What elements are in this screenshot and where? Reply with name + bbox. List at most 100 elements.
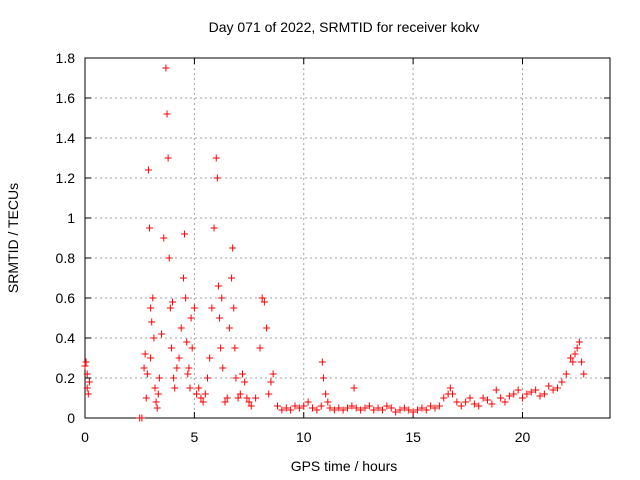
data-point [488, 400, 496, 408]
data-point [396, 406, 404, 414]
data-point [549, 386, 557, 394]
data-point [457, 402, 465, 410]
data-point [213, 174, 221, 182]
data-point [383, 402, 391, 410]
data-point [195, 384, 203, 392]
data-point [449, 390, 456, 398]
data-point [575, 338, 583, 346]
data-point [400, 404, 408, 412]
data-point [387, 404, 395, 412]
data-point [223, 394, 231, 402]
data-point [569, 358, 577, 366]
data-point [440, 394, 448, 402]
data-point [335, 404, 343, 412]
x-tick-label: 15 [405, 429, 421, 445]
data-point [177, 324, 185, 332]
data-point [435, 402, 443, 410]
data-point [216, 314, 224, 322]
data-point [173, 364, 181, 372]
data-point [326, 404, 334, 412]
y-tick-label: 0.6 [56, 290, 76, 306]
data-point [304, 398, 312, 406]
data-point [183, 338, 191, 346]
data-point [317, 402, 325, 410]
chart-title: Day 071 of 2022, SRMTID for receiver kok… [209, 19, 480, 35]
data-point [295, 404, 303, 412]
data-point [291, 402, 299, 410]
data-point [501, 398, 509, 406]
data-point [352, 404, 360, 412]
data-point [348, 402, 356, 410]
data-point [462, 398, 470, 406]
y-tick-label: 1.4 [56, 130, 76, 146]
data-point [558, 378, 566, 386]
data-point [453, 398, 461, 406]
data-point [519, 394, 526, 402]
data-point [142, 394, 150, 402]
data-point [141, 350, 149, 358]
data-point [287, 406, 295, 414]
data-point [392, 408, 400, 416]
y-tick-label: 0 [67, 410, 75, 426]
data-point [536, 392, 544, 400]
data-point [571, 350, 579, 358]
data-point [197, 394, 205, 402]
y-tick-label: 1.8 [56, 50, 76, 66]
data-point [431, 404, 439, 412]
data-point [218, 294, 226, 302]
data-point [282, 404, 290, 412]
data-point [214, 282, 222, 290]
data-point [231, 344, 239, 352]
data-point [206, 354, 214, 362]
grid [85, 58, 610, 418]
data-point [573, 344, 581, 352]
data-point [532, 386, 540, 394]
data-point [510, 390, 518, 398]
data-point [330, 406, 338, 414]
axis-ticks: 0 0.2 0.4 0.6 0.8 1 1.2 1.4 1.6 1.8 0 5 10 15 20 [56, 50, 610, 445]
data-point [153, 404, 161, 412]
data-point [148, 318, 156, 326]
data-point [475, 402, 483, 410]
y-tick-label: 1 [67, 210, 75, 226]
data-point [357, 406, 365, 414]
data-point [171, 384, 179, 392]
y-tick-label: 0.8 [56, 250, 76, 266]
x-tick-label: 0 [81, 429, 89, 445]
data-point [232, 374, 240, 382]
data-point [319, 374, 327, 382]
data-point [427, 402, 435, 410]
data-point [201, 390, 209, 398]
data-point [175, 354, 183, 362]
data-point [138, 414, 146, 422]
data-point [374, 404, 382, 412]
data-point [243, 394, 251, 402]
data-point [208, 304, 216, 312]
data-point [263, 324, 271, 332]
data-point [81, 362, 89, 370]
data-point [149, 294, 157, 302]
data-point [193, 390, 201, 398]
data-point [239, 370, 246, 378]
data-point [497, 394, 505, 402]
data-point [267, 378, 275, 386]
data-point [163, 110, 171, 118]
data-point [179, 274, 187, 282]
y-axis-label: SRMTID / TECUs [5, 183, 21, 293]
data-point [466, 394, 474, 402]
data-point [147, 304, 155, 312]
data-point [365, 402, 373, 410]
data-point [344, 404, 351, 412]
data-point [414, 406, 421, 414]
data-point [339, 406, 347, 414]
data-point [230, 304, 238, 312]
data-point [160, 234, 168, 242]
data-point [151, 384, 159, 392]
data-point [479, 394, 487, 402]
data-point [313, 406, 321, 414]
data-point [370, 406, 378, 414]
data-point [83, 384, 91, 392]
data-point [143, 370, 151, 378]
data-point [82, 358, 90, 366]
